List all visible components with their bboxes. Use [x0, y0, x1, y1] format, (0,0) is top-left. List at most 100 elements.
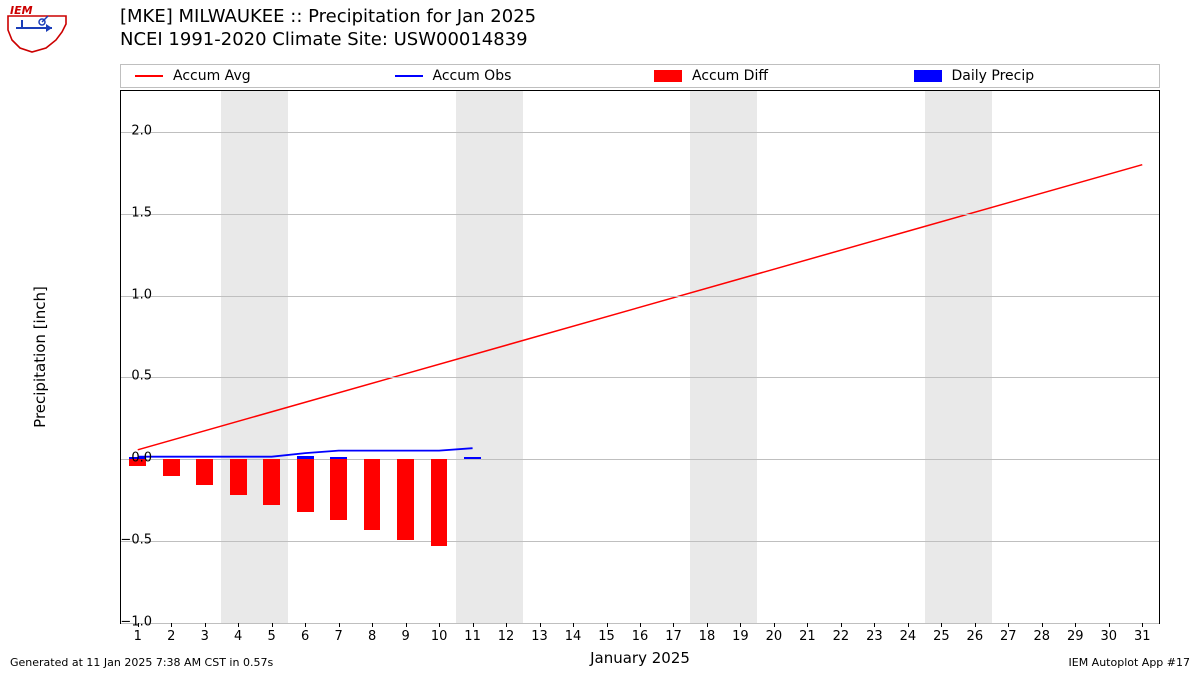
ytick-label: −1.0: [102, 615, 152, 630]
xtick: [305, 623, 306, 627]
iem-logo: IEM: [2, 2, 72, 57]
accum-diff-bar: [397, 459, 414, 539]
plot-area: January 2025 123456789101112131415161718…: [120, 90, 1160, 624]
xtick-label: 31: [1128, 629, 1156, 644]
legend: Accum Avg Accum Obs Accum Diff Daily Precip: [120, 64, 1160, 88]
xtick: [506, 623, 507, 627]
xtick-label: 25: [927, 629, 955, 644]
legend-item: Accum Obs: [381, 68, 641, 84]
xtick: [272, 623, 273, 627]
xtick: [807, 623, 808, 627]
xtick: [841, 623, 842, 627]
xtick-label: 29: [1061, 629, 1089, 644]
xtick-label: 17: [659, 629, 687, 644]
xtick: [439, 623, 440, 627]
daily-precip-bar: [330, 457, 347, 459]
accum-diff-bar: [263, 459, 280, 505]
xtick: [473, 623, 474, 627]
xtick: [205, 623, 206, 627]
xtick-label: 18: [693, 629, 721, 644]
xtick: [1142, 623, 1143, 627]
ytick-label: −0.5: [102, 533, 152, 548]
xtick-label: 15: [593, 629, 621, 644]
legend-swatch-line: [395, 75, 423, 77]
accum-diff-bar: [330, 459, 347, 520]
xtick: [908, 623, 909, 627]
xtick: [1008, 623, 1009, 627]
legend-label: Accum Obs: [433, 68, 512, 84]
xtick-label: 16: [626, 629, 654, 644]
ytick-label: 0.5: [102, 369, 152, 384]
legend-swatch-patch: [914, 70, 942, 82]
gridline: [121, 377, 1159, 378]
accum-diff-bar: [364, 459, 381, 529]
xtick-label: 9: [392, 629, 420, 644]
xtick: [406, 623, 407, 627]
daily-precip-bar: [297, 456, 314, 460]
xtick: [1109, 623, 1110, 627]
xtick-label: 23: [860, 629, 888, 644]
accum-diff-bar: [230, 459, 247, 495]
x-axis-label: January 2025: [590, 649, 690, 667]
accum-avg-line: [138, 165, 1143, 450]
title-line1: [MKE] MILWAUKEE :: Precipitation for Jan…: [120, 6, 536, 29]
xtick-label: 20: [760, 629, 788, 644]
xtick: [673, 623, 674, 627]
xtick-label: 13: [526, 629, 554, 644]
xtick-label: 11: [459, 629, 487, 644]
legend-label: Accum Avg: [173, 68, 251, 84]
legend-swatch-line: [135, 75, 163, 77]
xtick-label: 3: [191, 629, 219, 644]
xtick: [740, 623, 741, 627]
legend-item: Daily Precip: [900, 68, 1160, 84]
xtick: [238, 623, 239, 627]
legend-label: Daily Precip: [952, 68, 1035, 84]
xtick-label: 12: [492, 629, 520, 644]
title-line2: NCEI 1991-2020 Climate Site: USW00014839: [120, 29, 536, 52]
xtick-label: 14: [559, 629, 587, 644]
ytick-label: 1.0: [102, 287, 152, 302]
xtick-label: 6: [291, 629, 319, 644]
footer-left: Generated at 11 Jan 2025 7:38 AM CST in …: [10, 656, 273, 669]
gridline: [121, 214, 1159, 215]
xtick: [707, 623, 708, 627]
logo-text: IEM: [10, 4, 33, 17]
xtick-label: 27: [994, 629, 1022, 644]
xtick-label: 5: [258, 629, 286, 644]
accum-diff-bar: [163, 459, 180, 475]
xtick: [573, 623, 574, 627]
legend-item: Accum Diff: [640, 68, 900, 84]
xtick: [607, 623, 608, 627]
xtick: [774, 623, 775, 627]
xtick: [874, 623, 875, 627]
xtick: [372, 623, 373, 627]
daily-precip-bar: [464, 457, 481, 459]
xtick-label: 10: [425, 629, 453, 644]
xtick-label: 7: [325, 629, 353, 644]
xtick-label: 1: [124, 629, 152, 644]
accum-diff-bar: [297, 459, 314, 511]
xtick-label: 2: [157, 629, 185, 644]
xtick: [339, 623, 340, 627]
xtick-label: 8: [358, 629, 386, 644]
xtick: [1075, 623, 1076, 627]
accum-diff-bar: [431, 459, 448, 546]
xtick: [941, 623, 942, 627]
xtick: [975, 623, 976, 627]
xtick: [1042, 623, 1043, 627]
xtick: [640, 623, 641, 627]
chart-title: [MKE] MILWAUKEE :: Precipitation for Jan…: [120, 6, 536, 51]
xtick-label: 24: [894, 629, 922, 644]
xtick-label: 22: [827, 629, 855, 644]
xtick-label: 28: [1028, 629, 1056, 644]
accum-diff-bar: [196, 459, 213, 485]
xtick-label: 19: [726, 629, 754, 644]
gridline: [121, 541, 1159, 542]
legend-swatch-patch: [654, 70, 682, 82]
xtick-label: 26: [961, 629, 989, 644]
y-axis-label: Precipitation [inch]: [31, 286, 49, 428]
ytick-label: 2.0: [102, 123, 152, 138]
footer-right: IEM Autoplot App #17: [1069, 656, 1191, 669]
gridline: [121, 296, 1159, 297]
xtick-label: 30: [1095, 629, 1123, 644]
